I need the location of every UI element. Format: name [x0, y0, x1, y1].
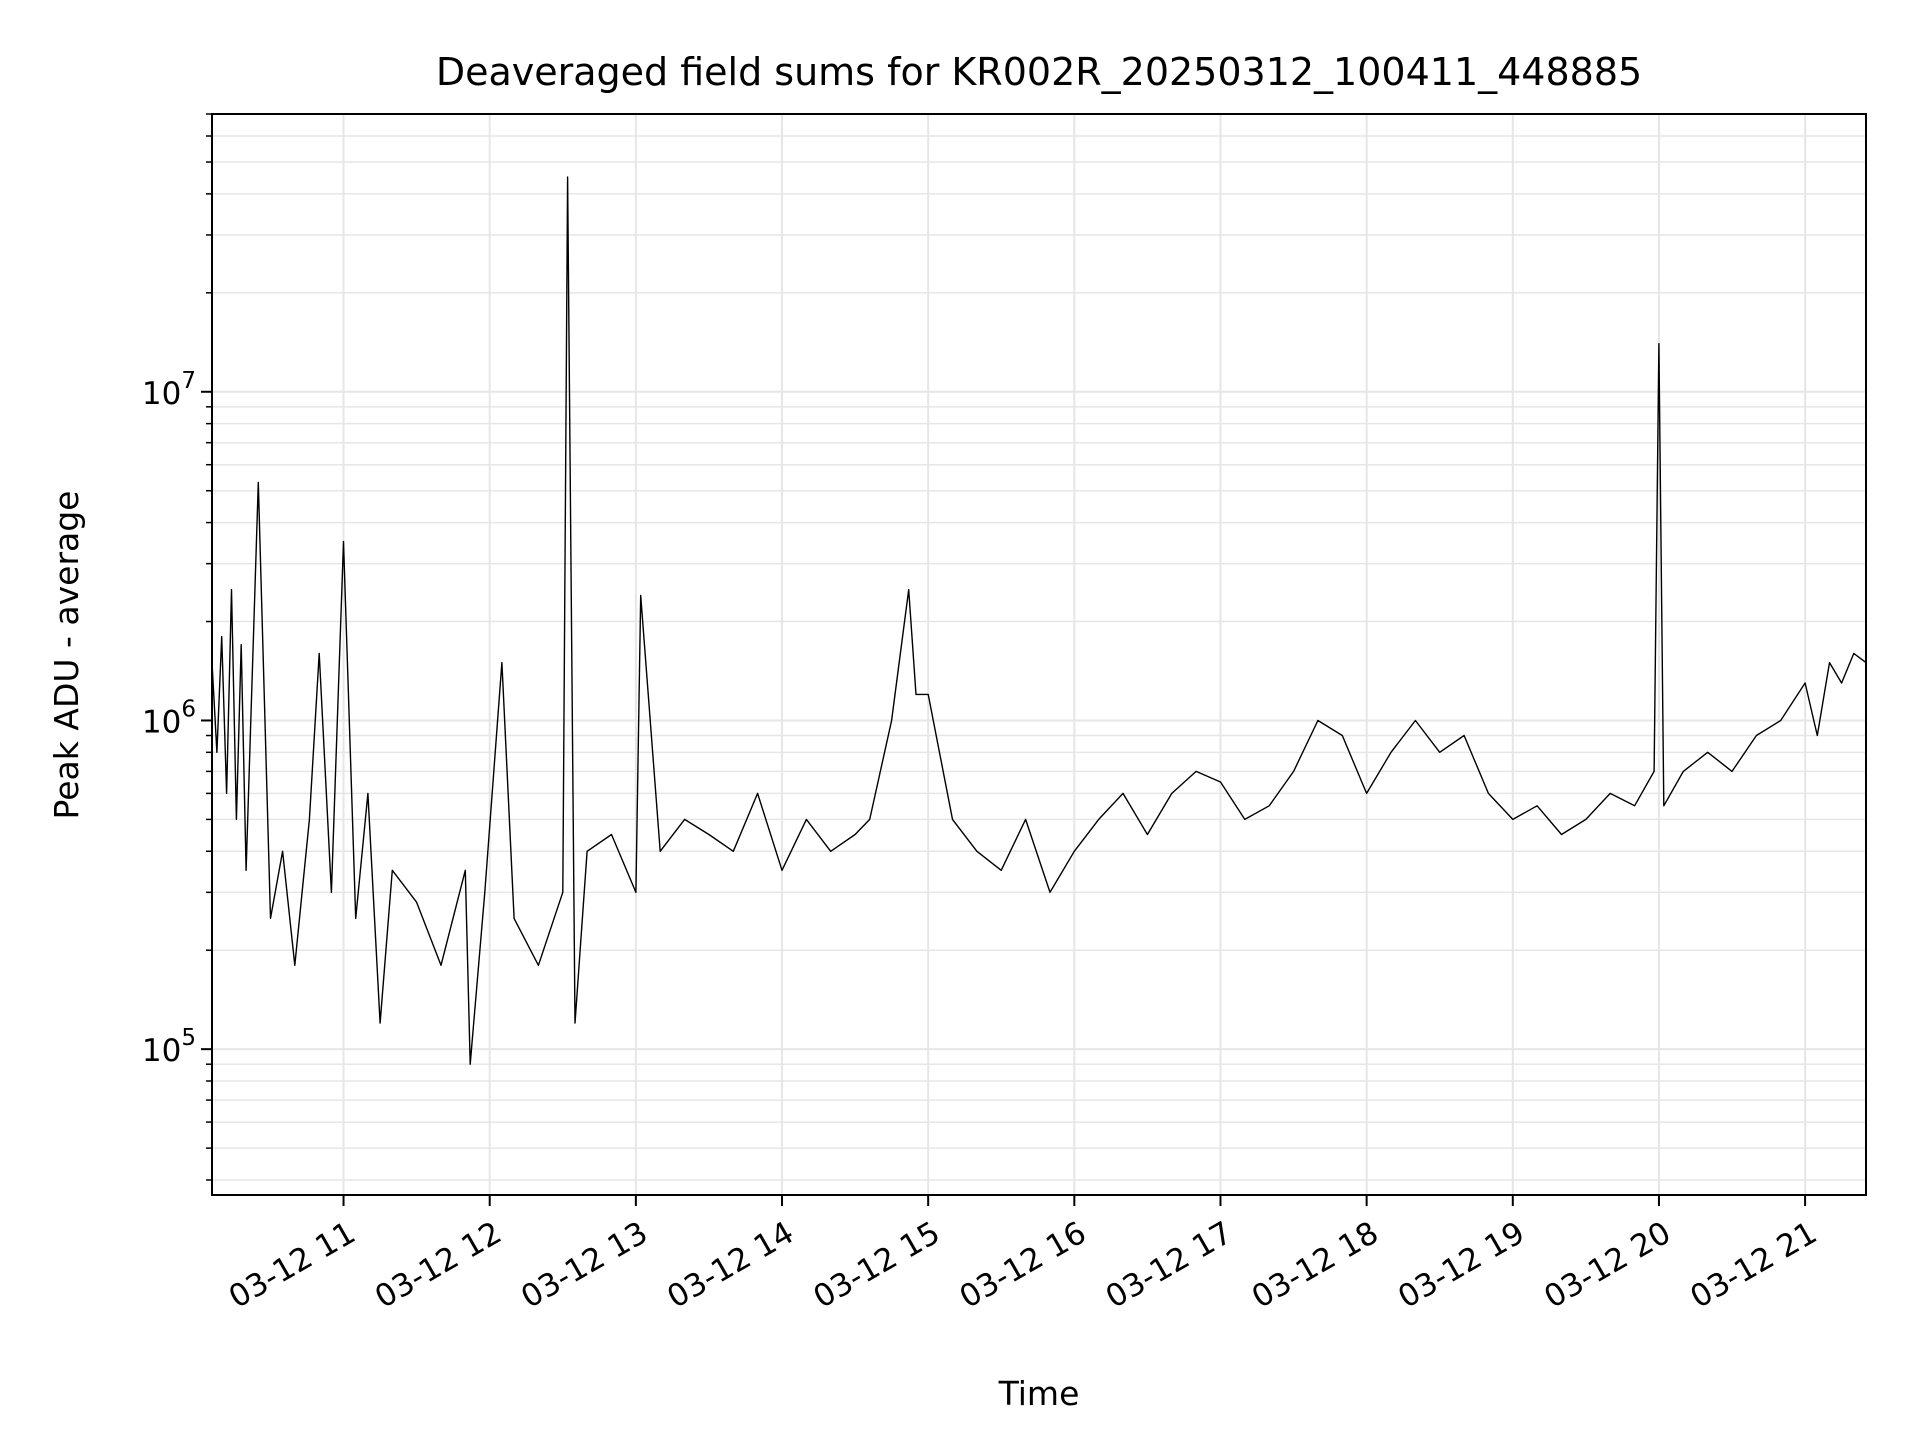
x-tick-label: 03-12 17	[1100, 1215, 1239, 1316]
x-tick-label: 03-12 20	[1538, 1215, 1677, 1316]
y-tick-label: 107	[142, 368, 196, 412]
plot-area-frame	[211, 113, 1867, 1196]
chart-title: Deaveraged field sums for KR002R_2025031…	[436, 50, 1642, 94]
y-axis-label: Peak ADU - average	[47, 491, 86, 820]
x-tick-label: 03-12 21	[1684, 1215, 1823, 1316]
grid	[212, 113, 1866, 1195]
x-tick-label: 03-12 19	[1392, 1215, 1531, 1316]
y-tick-label: 105	[142, 1025, 196, 1069]
x-axis-label: Time	[998, 1374, 1080, 1413]
x-tick-labels: 03-12 11 03-12 12 03-12 13 03-12 14 03-12 15…	[223, 1215, 1823, 1316]
y-tick-label: 106	[142, 696, 196, 740]
x-tick-label: 03-12 15	[807, 1215, 946, 1316]
axis-ticks	[201, 113, 1807, 1206]
x-tick-label: 03-12 13	[515, 1215, 654, 1316]
series-line-group	[211, 176, 1867, 1065]
y-tick-labels: 105 106 107	[142, 368, 196, 1069]
x-tick-label: 03-12 12	[369, 1215, 508, 1316]
x-tick-label: 03-12 11	[223, 1215, 362, 1316]
x-tick-label: 03-12 18	[1246, 1215, 1385, 1316]
series-line	[211, 176, 1867, 1065]
x-tick-label: 03-12 14	[661, 1215, 800, 1316]
x-tick-label: 03-12 16	[954, 1215, 1093, 1316]
